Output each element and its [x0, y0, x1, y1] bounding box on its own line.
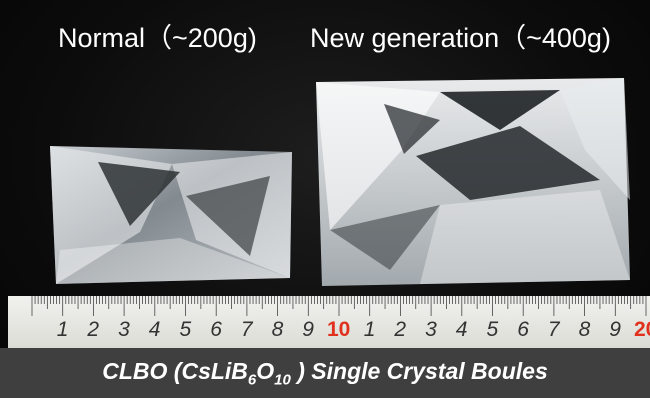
ruler-number: 6	[210, 318, 222, 341]
ruler-number: 8	[271, 318, 284, 341]
caption-title: CLBO (CsLiB6O10 ) Single Crystal Boules	[102, 357, 548, 389]
ruler-number: 3	[425, 318, 437, 341]
new-generation-crystal-label: New generation（~400g)	[310, 23, 611, 53]
ruler-number: 5	[179, 318, 192, 341]
ruler-number: 5	[486, 318, 499, 341]
ruler-number: 7	[547, 318, 560, 341]
normal-crystal	[50, 146, 292, 284]
ruler-number: 4	[455, 318, 468, 341]
ruler-number: 9	[609, 318, 621, 341]
ruler-number: 1	[56, 318, 69, 341]
ruler-number: 2	[394, 318, 407, 341]
ruler-number: 7	[240, 318, 253, 341]
caption-bar: CLBO (CsLiB6O10 ) Single Crystal Boules	[0, 348, 650, 398]
ruler-number: 9	[302, 318, 314, 341]
ruler-number: 10	[327, 318, 351, 341]
measurement-ruler: 1234567891012345678920	[8, 296, 650, 348]
ruler-number: 3	[118, 318, 130, 341]
ruler-ticks	[31, 296, 647, 316]
ruler-number: 6	[517, 318, 529, 341]
ruler-number: 2	[87, 318, 100, 341]
ruler-number: 20	[634, 318, 650, 341]
ruler-number: 8	[578, 318, 591, 341]
new-generation-crystal	[316, 78, 630, 286]
ruler-number: 4	[148, 318, 161, 341]
ruler-number: 1	[363, 318, 376, 341]
normal-crystal-label: Normal（~200g)	[58, 23, 257, 53]
